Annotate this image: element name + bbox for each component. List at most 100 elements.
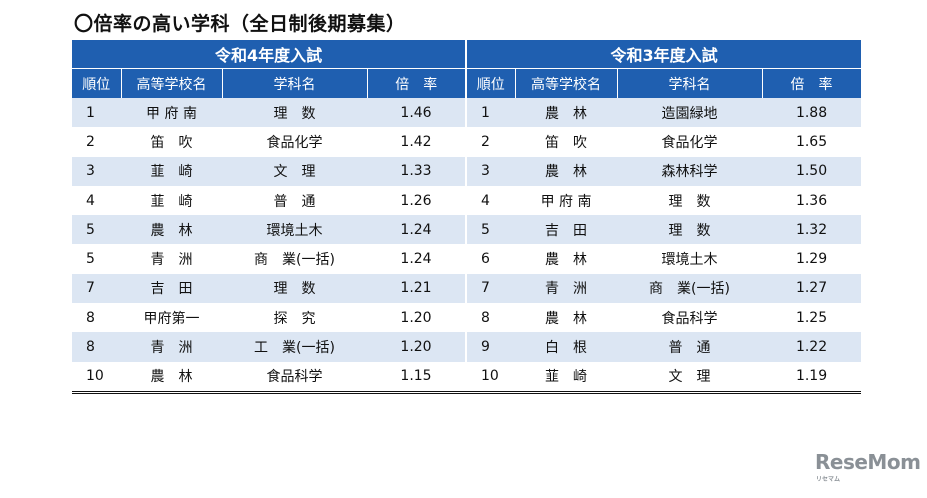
school-cell: 青 洲: [121, 332, 222, 362]
department-cell: 理 数: [617, 215, 763, 245]
ratio-cell: 1.24: [367, 244, 468, 274]
school-cell: 笛 吹: [515, 127, 618, 157]
department-cell: 商 業(一括): [617, 273, 763, 304]
school-cell: 農 林: [515, 98, 618, 128]
school-cell: 農 林: [121, 361, 222, 393]
ratio-cell: 1.29: [762, 244, 862, 274]
ratio-cell: 1.32: [762, 215, 862, 245]
rank-cell: 3: [466, 156, 516, 186]
col-school: 高等学校名: [121, 68, 223, 98]
department-cell: 探 究: [222, 303, 367, 333]
school-cell: 韮 崎: [121, 185, 222, 216]
rank-cell: 8: [72, 332, 121, 362]
rank-cell: 2: [466, 127, 516, 157]
resemom-logo: ReseMomリセマム: [815, 450, 921, 483]
col-rank: 順位: [72, 68, 122, 98]
rank-cell: 9: [466, 332, 516, 362]
column-header-row: 順位 高等学校名 学科名 倍 率 順位 高等学校名 学科名 倍 率: [72, 68, 862, 98]
department-cell: 食品科学: [617, 303, 763, 333]
department-cell: 環境土木: [222, 215, 367, 245]
col-department: 学科名: [222, 68, 368, 98]
ratio-cell: 1.20: [367, 332, 468, 362]
rank-cell: 4: [72, 185, 121, 216]
ratio-cell: 1.33: [367, 156, 468, 186]
rank-cell: 5: [72, 215, 121, 245]
school-cell: 韮 崎: [121, 156, 222, 186]
rank-cell: 7: [72, 273, 121, 304]
rank-cell: 5: [72, 244, 121, 274]
col-ratio: 倍 率: [762, 68, 862, 98]
school-cell: 甲府第一: [121, 303, 222, 333]
department-cell: 食品化学: [617, 127, 763, 157]
school-cell: 白 根: [515, 332, 618, 362]
page-title: 〇倍率の高い学科（全日制後期募集）: [74, 13, 406, 35]
department-cell: 商 業(一括): [222, 244, 367, 274]
school-cell: 青 洲: [121, 244, 222, 274]
ratio-cell: 1.46: [367, 98, 468, 128]
school-cell: 農 林: [515, 244, 618, 274]
rank-cell: 3: [72, 156, 121, 186]
ratio-cell: 1.24: [367, 215, 468, 245]
rank-cell: 4: [466, 185, 516, 216]
rank-cell: 1: [72, 98, 121, 128]
ratio-cell: 1.22: [762, 332, 862, 362]
school-cell: 青 洲: [515, 273, 618, 304]
department-cell: 造園緑地: [617, 98, 763, 128]
col-ratio: 倍 率: [367, 68, 468, 98]
rank-cell: 8: [72, 303, 121, 333]
ratio-table: 令和4年度入試 令和3年度入試 順位 高等学校名 学科名 倍 率 順位 高等学校…: [72, 40, 862, 394]
school-cell: 甲 府 南: [121, 98, 222, 128]
department-cell: 理 数: [222, 98, 367, 128]
department-cell: 文 理: [617, 361, 763, 393]
rank-cell: 10: [466, 361, 516, 393]
table-row: 10 農 林食品科学 1.15 10 韮 崎文 理 1.19: [72, 361, 862, 393]
school-cell: 農 林: [515, 156, 618, 186]
rank-cell: 5: [466, 215, 516, 245]
col-department: 学科名: [617, 68, 763, 98]
year-header-row: 令和4年度入試 令和3年度入試: [72, 40, 862, 69]
table-row: 8 甲府第一探 究 1.20 8 農 林食品科学 1.25: [72, 303, 862, 333]
department-cell: 食品化学: [222, 127, 367, 157]
department-cell: 理 数: [222, 273, 367, 304]
year-header-r4: 令和4年度入試: [72, 40, 468, 69]
rank-cell: 6: [466, 244, 516, 274]
ratio-cell: 1.42: [367, 127, 468, 157]
ratio-cell: 1.26: [367, 185, 468, 216]
col-rank: 順位: [466, 68, 516, 98]
year-header-r3: 令和3年度入試: [466, 40, 862, 69]
ratio-cell: 1.50: [762, 156, 862, 186]
ratio-cell: 1.20: [367, 303, 468, 333]
rank-cell: 2: [72, 127, 121, 157]
ratio-cell: 1.21: [367, 273, 468, 304]
ratio-cell: 1.27: [762, 273, 862, 304]
ratio-cell: 1.65: [762, 127, 862, 157]
rank-cell: 10: [72, 361, 121, 393]
ratio-cell: 1.36: [762, 185, 862, 216]
department-cell: 森林科学: [617, 156, 763, 186]
department-cell: 理 数: [617, 185, 763, 216]
department-cell: 普 通: [222, 185, 367, 216]
department-cell: 工 業(一括): [222, 332, 367, 362]
ratio-cell: 1.19: [762, 361, 862, 393]
department-cell: 文 理: [222, 156, 367, 186]
school-cell: 甲 府 南: [515, 185, 618, 216]
school-cell: 韮 崎: [515, 361, 618, 393]
col-school: 高等学校名: [515, 68, 618, 98]
department-cell: 食品科学: [222, 361, 367, 393]
department-cell: 環境土木: [617, 244, 763, 274]
rank-cell: 8: [466, 303, 516, 333]
school-cell: 吉 田: [515, 215, 618, 245]
school-cell: 笛 吹: [121, 127, 222, 157]
school-cell: 農 林: [121, 215, 222, 245]
school-cell: 吉 田: [121, 273, 222, 304]
rank-cell: 1: [466, 98, 516, 128]
ratio-cell: 1.15: [367, 361, 468, 393]
